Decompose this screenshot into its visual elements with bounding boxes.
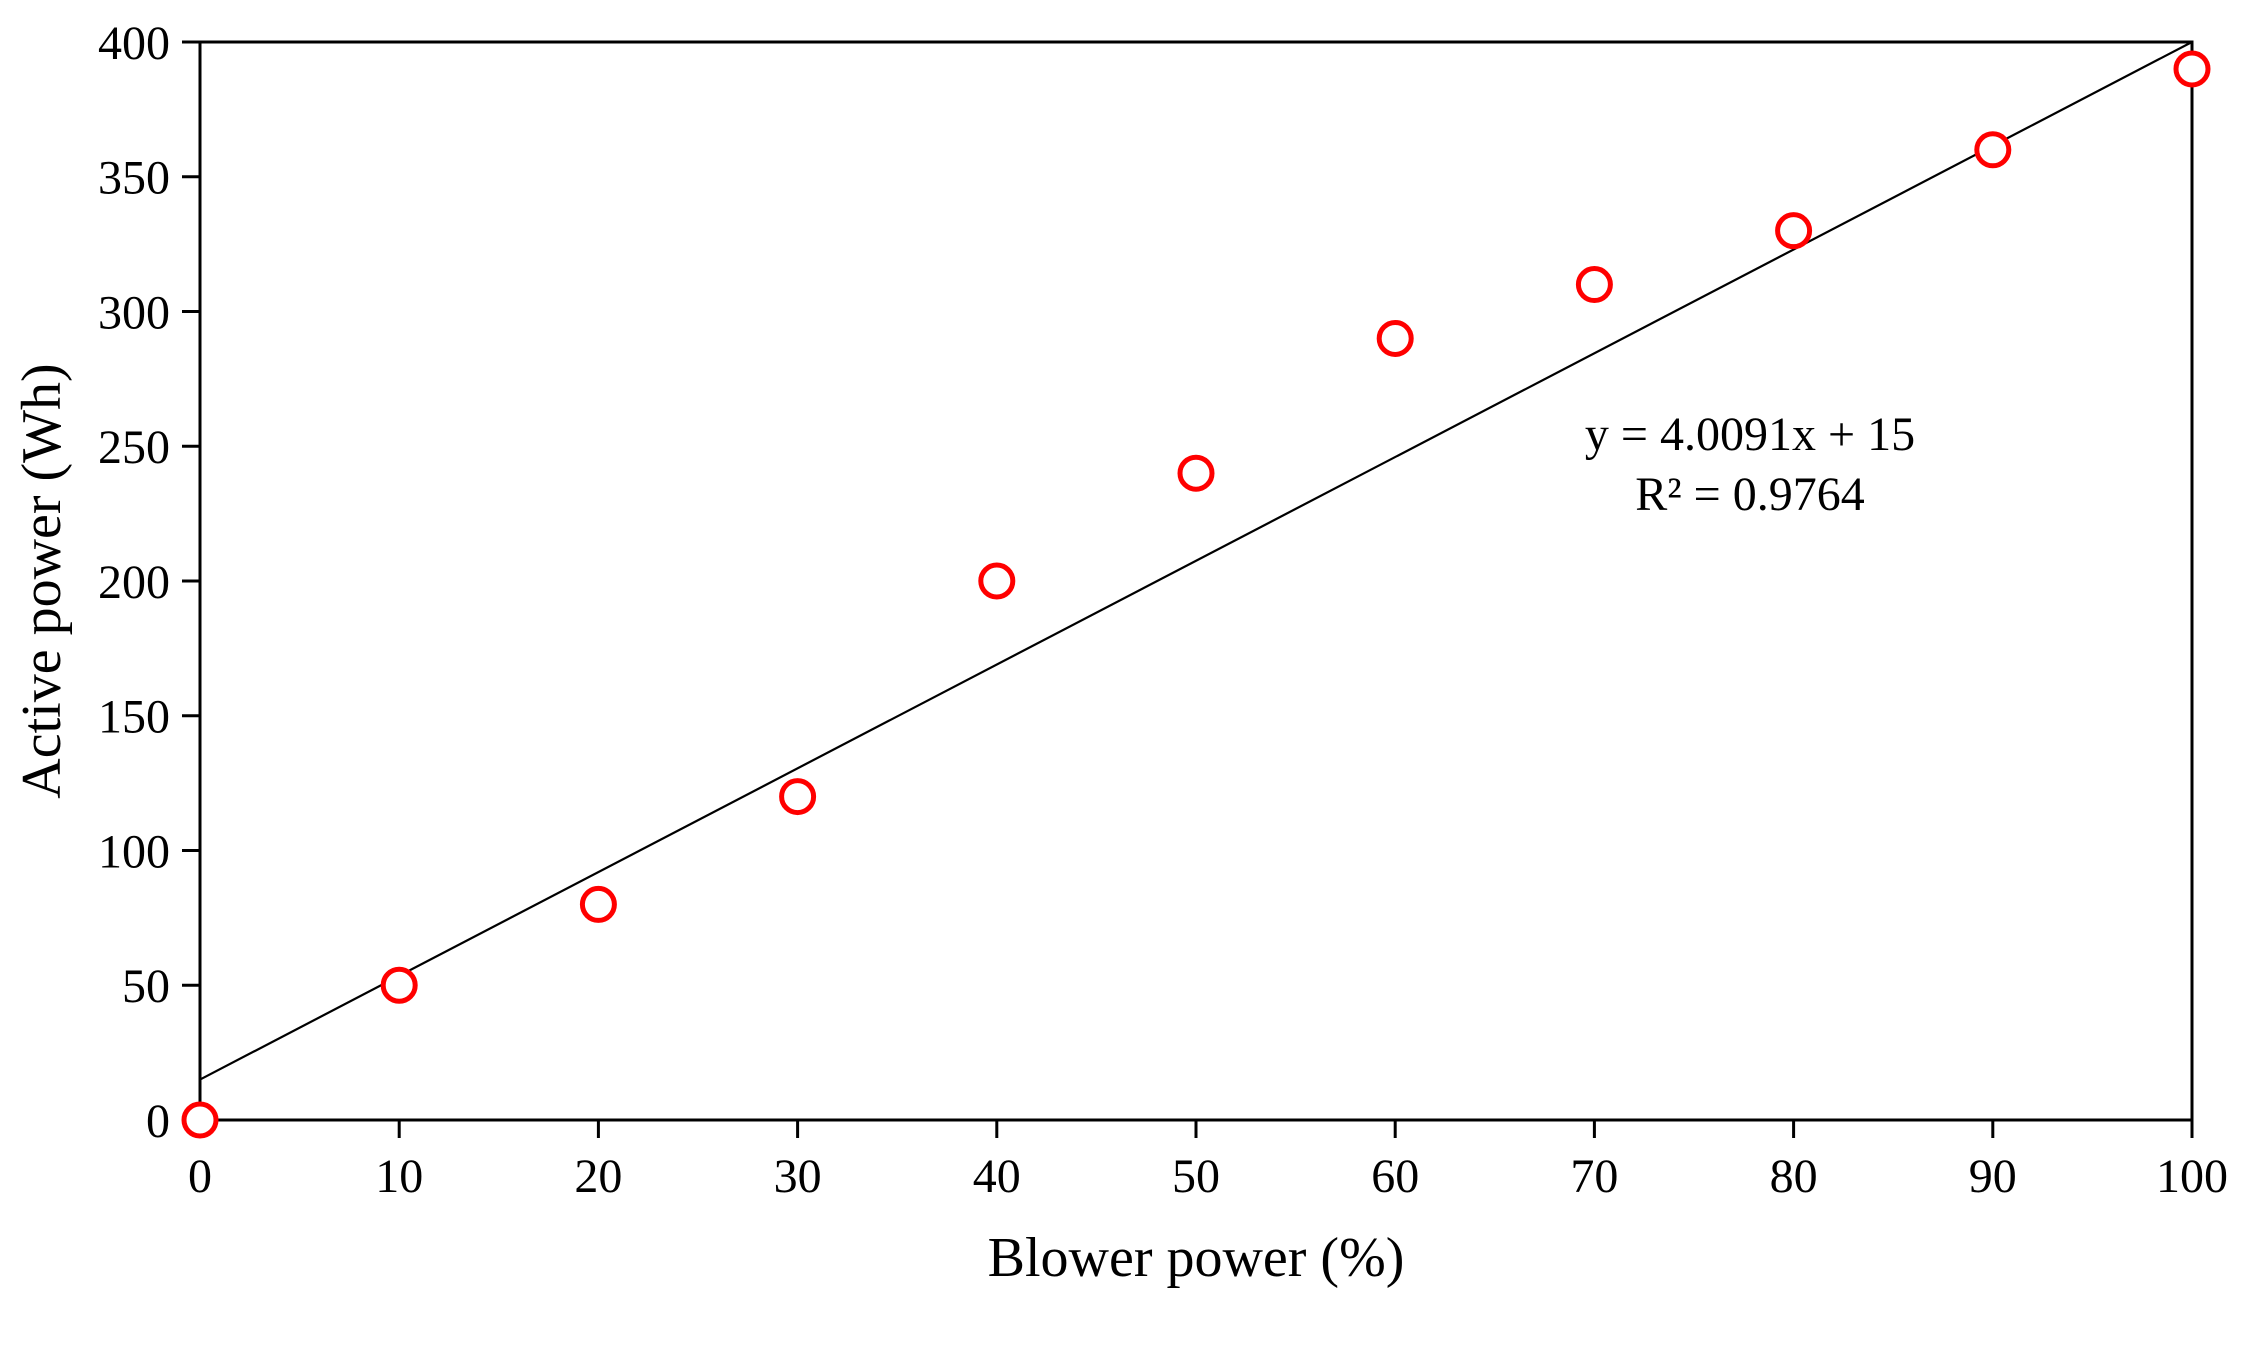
data-point	[184, 1104, 216, 1136]
x-axis-label: Blower power (%)	[988, 1227, 1405, 1289]
y-tick-label: 100	[98, 825, 170, 878]
data-point	[2176, 53, 2208, 85]
x-tick-label: 20	[574, 1150, 622, 1203]
x-tick-label: 30	[774, 1150, 822, 1203]
y-tick-label: 200	[98, 556, 170, 609]
y-axis-label: Active power (Wh)	[11, 363, 73, 798]
r-squared-label: R² = 0.9764	[1635, 468, 1864, 521]
data-point	[1578, 269, 1610, 301]
y-tick-label: 50	[122, 960, 170, 1013]
data-point	[383, 969, 415, 1001]
x-tick-label: 10	[375, 1150, 423, 1203]
x-tick-label: 40	[973, 1150, 1021, 1203]
y-tick-label: 400	[98, 17, 170, 70]
y-tick-label: 250	[98, 421, 170, 474]
y-tick-label: 300	[98, 286, 170, 339]
data-point	[1977, 134, 2009, 166]
x-tick-label: 60	[1371, 1150, 1419, 1203]
x-tick-label: 70	[1570, 1150, 1618, 1203]
x-tick-label: 80	[1770, 1150, 1818, 1203]
data-point	[981, 565, 1013, 597]
regression-equation: y = 4.0091x + 15	[1585, 408, 1915, 461]
x-tick-label: 90	[1969, 1150, 2017, 1203]
x-tick-label: 100	[2156, 1150, 2228, 1203]
x-tick-label: 50	[1172, 1150, 1220, 1203]
scatter-chart: 0 10 20 30 40 50 60 70 80 90 100 0 50 100 150 200 250 300…	[0, 0, 2242, 1349]
data-point	[1379, 322, 1411, 354]
x-tick-label: 0	[188, 1150, 212, 1203]
data-point	[1778, 215, 1810, 247]
plot-frame	[200, 42, 2192, 1120]
data-point	[782, 781, 814, 813]
y-tick-label: 350	[98, 152, 170, 205]
data-point	[1180, 457, 1212, 489]
chart-svg: 0 10 20 30 40 50 60 70 80 90 100 0 50 100 150 200 250 300…	[0, 0, 2242, 1344]
trendline	[200, 42, 2192, 1080]
y-tick-label: 150	[98, 691, 170, 744]
y-tick-label: 0	[146, 1095, 170, 1148]
data-point	[582, 888, 614, 920]
